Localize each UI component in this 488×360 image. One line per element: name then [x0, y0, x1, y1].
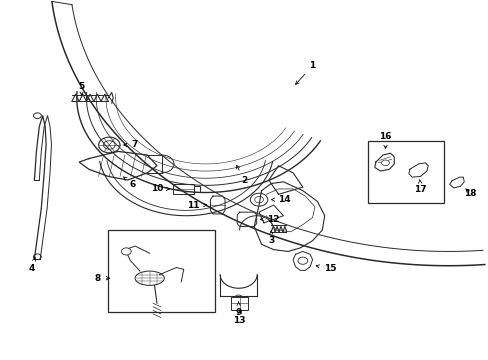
Circle shape [103, 141, 115, 149]
Text: 14: 14 [271, 195, 290, 204]
Bar [173, 184, 194, 194]
Circle shape [33, 254, 41, 260]
Circle shape [254, 197, 263, 203]
Text: 13: 13 [233, 310, 245, 325]
Circle shape [99, 137, 120, 153]
Circle shape [234, 295, 242, 301]
Text: 5: 5 [79, 82, 84, 95]
Text: 10: 10 [150, 184, 169, 193]
Text: 11: 11 [187, 201, 206, 210]
Text: 3: 3 [267, 230, 274, 245]
Circle shape [250, 193, 267, 206]
Circle shape [121, 248, 131, 255]
Text: 16: 16 [379, 132, 391, 149]
Text: 7: 7 [123, 140, 138, 149]
Text: 6: 6 [123, 177, 136, 189]
Circle shape [33, 113, 41, 118]
Text: 18: 18 [464, 189, 476, 198]
Bar [108, 230, 215, 312]
Text: 17: 17 [413, 179, 426, 194]
Bar [194, 186, 200, 192]
Text: 12: 12 [260, 215, 279, 224]
Text: 1: 1 [295, 61, 315, 85]
Circle shape [381, 160, 388, 166]
Text: 9: 9 [235, 302, 242, 317]
Text: 2: 2 [236, 165, 247, 185]
Bar [368, 141, 443, 203]
Text: 4: 4 [28, 258, 36, 273]
Bar [230, 297, 248, 310]
Circle shape [297, 257, 307, 264]
Text: 8: 8 [94, 274, 109, 283]
Ellipse shape [135, 271, 164, 285]
Text: 15: 15 [315, 264, 336, 273]
